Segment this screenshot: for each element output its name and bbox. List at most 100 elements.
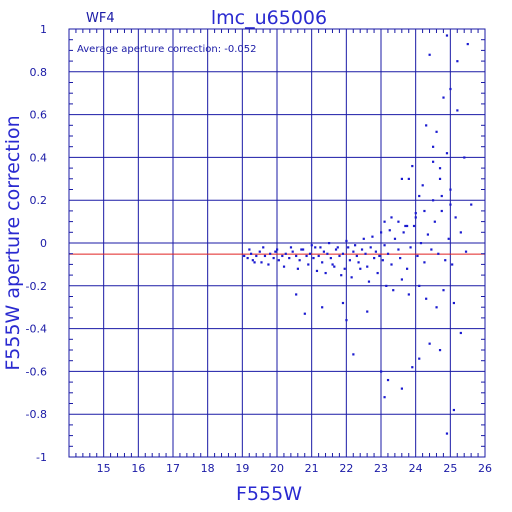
data-point <box>360 248 364 251</box>
chart-title: lmc_u65006 <box>211 7 327 29</box>
data-point <box>255 254 258 258</box>
data-point <box>359 267 362 270</box>
x-tick-label: 23 <box>374 462 388 475</box>
data-point <box>347 246 350 249</box>
data-point <box>466 42 469 46</box>
data-point <box>364 252 367 255</box>
y-tick-label: -0.6 <box>26 365 47 378</box>
data-point <box>432 199 435 202</box>
data-point <box>400 177 403 180</box>
data-point <box>425 124 428 127</box>
data-point <box>251 259 254 262</box>
y-tick-label: -0.4 <box>26 323 47 336</box>
data-point <box>355 254 358 258</box>
data-point <box>352 250 355 253</box>
x-tick-label: 16 <box>131 462 145 475</box>
data-point <box>418 194 421 198</box>
data-point <box>402 231 405 234</box>
data-point <box>378 254 381 258</box>
data-point <box>272 256 275 260</box>
y-tick-label: 0.8 <box>30 66 48 79</box>
data-point <box>464 250 468 253</box>
data-point <box>269 252 272 255</box>
data-point <box>414 216 417 219</box>
data-point <box>276 248 279 251</box>
data-point <box>432 145 435 148</box>
ticks <box>69 29 485 457</box>
data-point <box>253 261 256 264</box>
data-point <box>305 254 308 258</box>
y-tick-label: 0.6 <box>30 109 48 122</box>
data-point <box>411 366 414 369</box>
data-point <box>277 259 280 262</box>
data-point <box>362 237 365 240</box>
data-point <box>397 220 400 223</box>
data-point <box>366 310 369 313</box>
data-point <box>459 331 462 335</box>
x-tick-label: 19 <box>235 462 249 475</box>
data-point <box>428 53 431 56</box>
y-tick-label: 0.4 <box>30 151 48 164</box>
x-tick-label: 20 <box>270 462 284 475</box>
data-point <box>250 252 253 255</box>
x-tick-label: 17 <box>166 462 180 475</box>
data-point <box>456 109 459 112</box>
data-point <box>336 246 339 249</box>
x-tick-label: 24 <box>409 462 423 475</box>
y-tick-label: -1 <box>36 451 47 464</box>
y-tick-label: 0 <box>40 237 47 250</box>
data-point <box>303 312 306 315</box>
data-point <box>288 256 291 260</box>
data-point <box>302 248 305 251</box>
data-point <box>321 306 324 309</box>
data-point <box>367 280 371 283</box>
data-point <box>407 293 410 296</box>
data-point <box>310 244 313 247</box>
data-point <box>274 250 277 253</box>
data-point <box>380 370 383 373</box>
data-point <box>248 248 251 251</box>
data-point <box>440 194 443 198</box>
data-point <box>369 246 372 249</box>
data-point <box>412 224 416 228</box>
data-point <box>295 293 298 296</box>
data-point <box>322 250 325 253</box>
data-point <box>354 244 357 247</box>
y-tick-label: 0.2 <box>30 194 48 207</box>
y-tick-label: -0.8 <box>26 408 47 421</box>
data-point <box>383 220 386 223</box>
data-point <box>392 289 395 292</box>
data-point <box>296 267 299 270</box>
data-point <box>456 60 459 63</box>
data-point <box>386 252 390 255</box>
data-point <box>263 254 267 258</box>
x-tick-label: 18 <box>201 462 215 475</box>
data-point <box>447 237 450 240</box>
data-point <box>409 246 412 249</box>
x-axis-title: F555W <box>236 483 302 505</box>
data-point <box>312 256 315 260</box>
data-point <box>452 408 455 412</box>
data-point <box>423 209 426 213</box>
data-point <box>298 259 301 262</box>
data-point <box>260 261 263 264</box>
data-point <box>352 353 355 356</box>
data-point <box>418 357 421 360</box>
y-tick-labels: -1 -0.8 -0.6 -0.4 -0.2 0 0.2 0.4 0.6 0.8 1 <box>26 23 47 464</box>
data-point <box>459 231 462 234</box>
data-point <box>317 254 320 258</box>
data-point <box>386 378 390 382</box>
data-point <box>376 271 379 275</box>
data-point <box>282 265 286 268</box>
plot-frame <box>68 28 486 458</box>
data-point <box>383 244 386 247</box>
x-tick-label: 22 <box>339 462 353 475</box>
data-point <box>334 248 338 251</box>
data-point <box>331 263 334 266</box>
data-point <box>324 271 327 275</box>
data-point <box>470 203 473 206</box>
x-tick-label: 21 <box>305 462 319 475</box>
data-point <box>307 263 310 266</box>
data-point <box>404 224 407 228</box>
